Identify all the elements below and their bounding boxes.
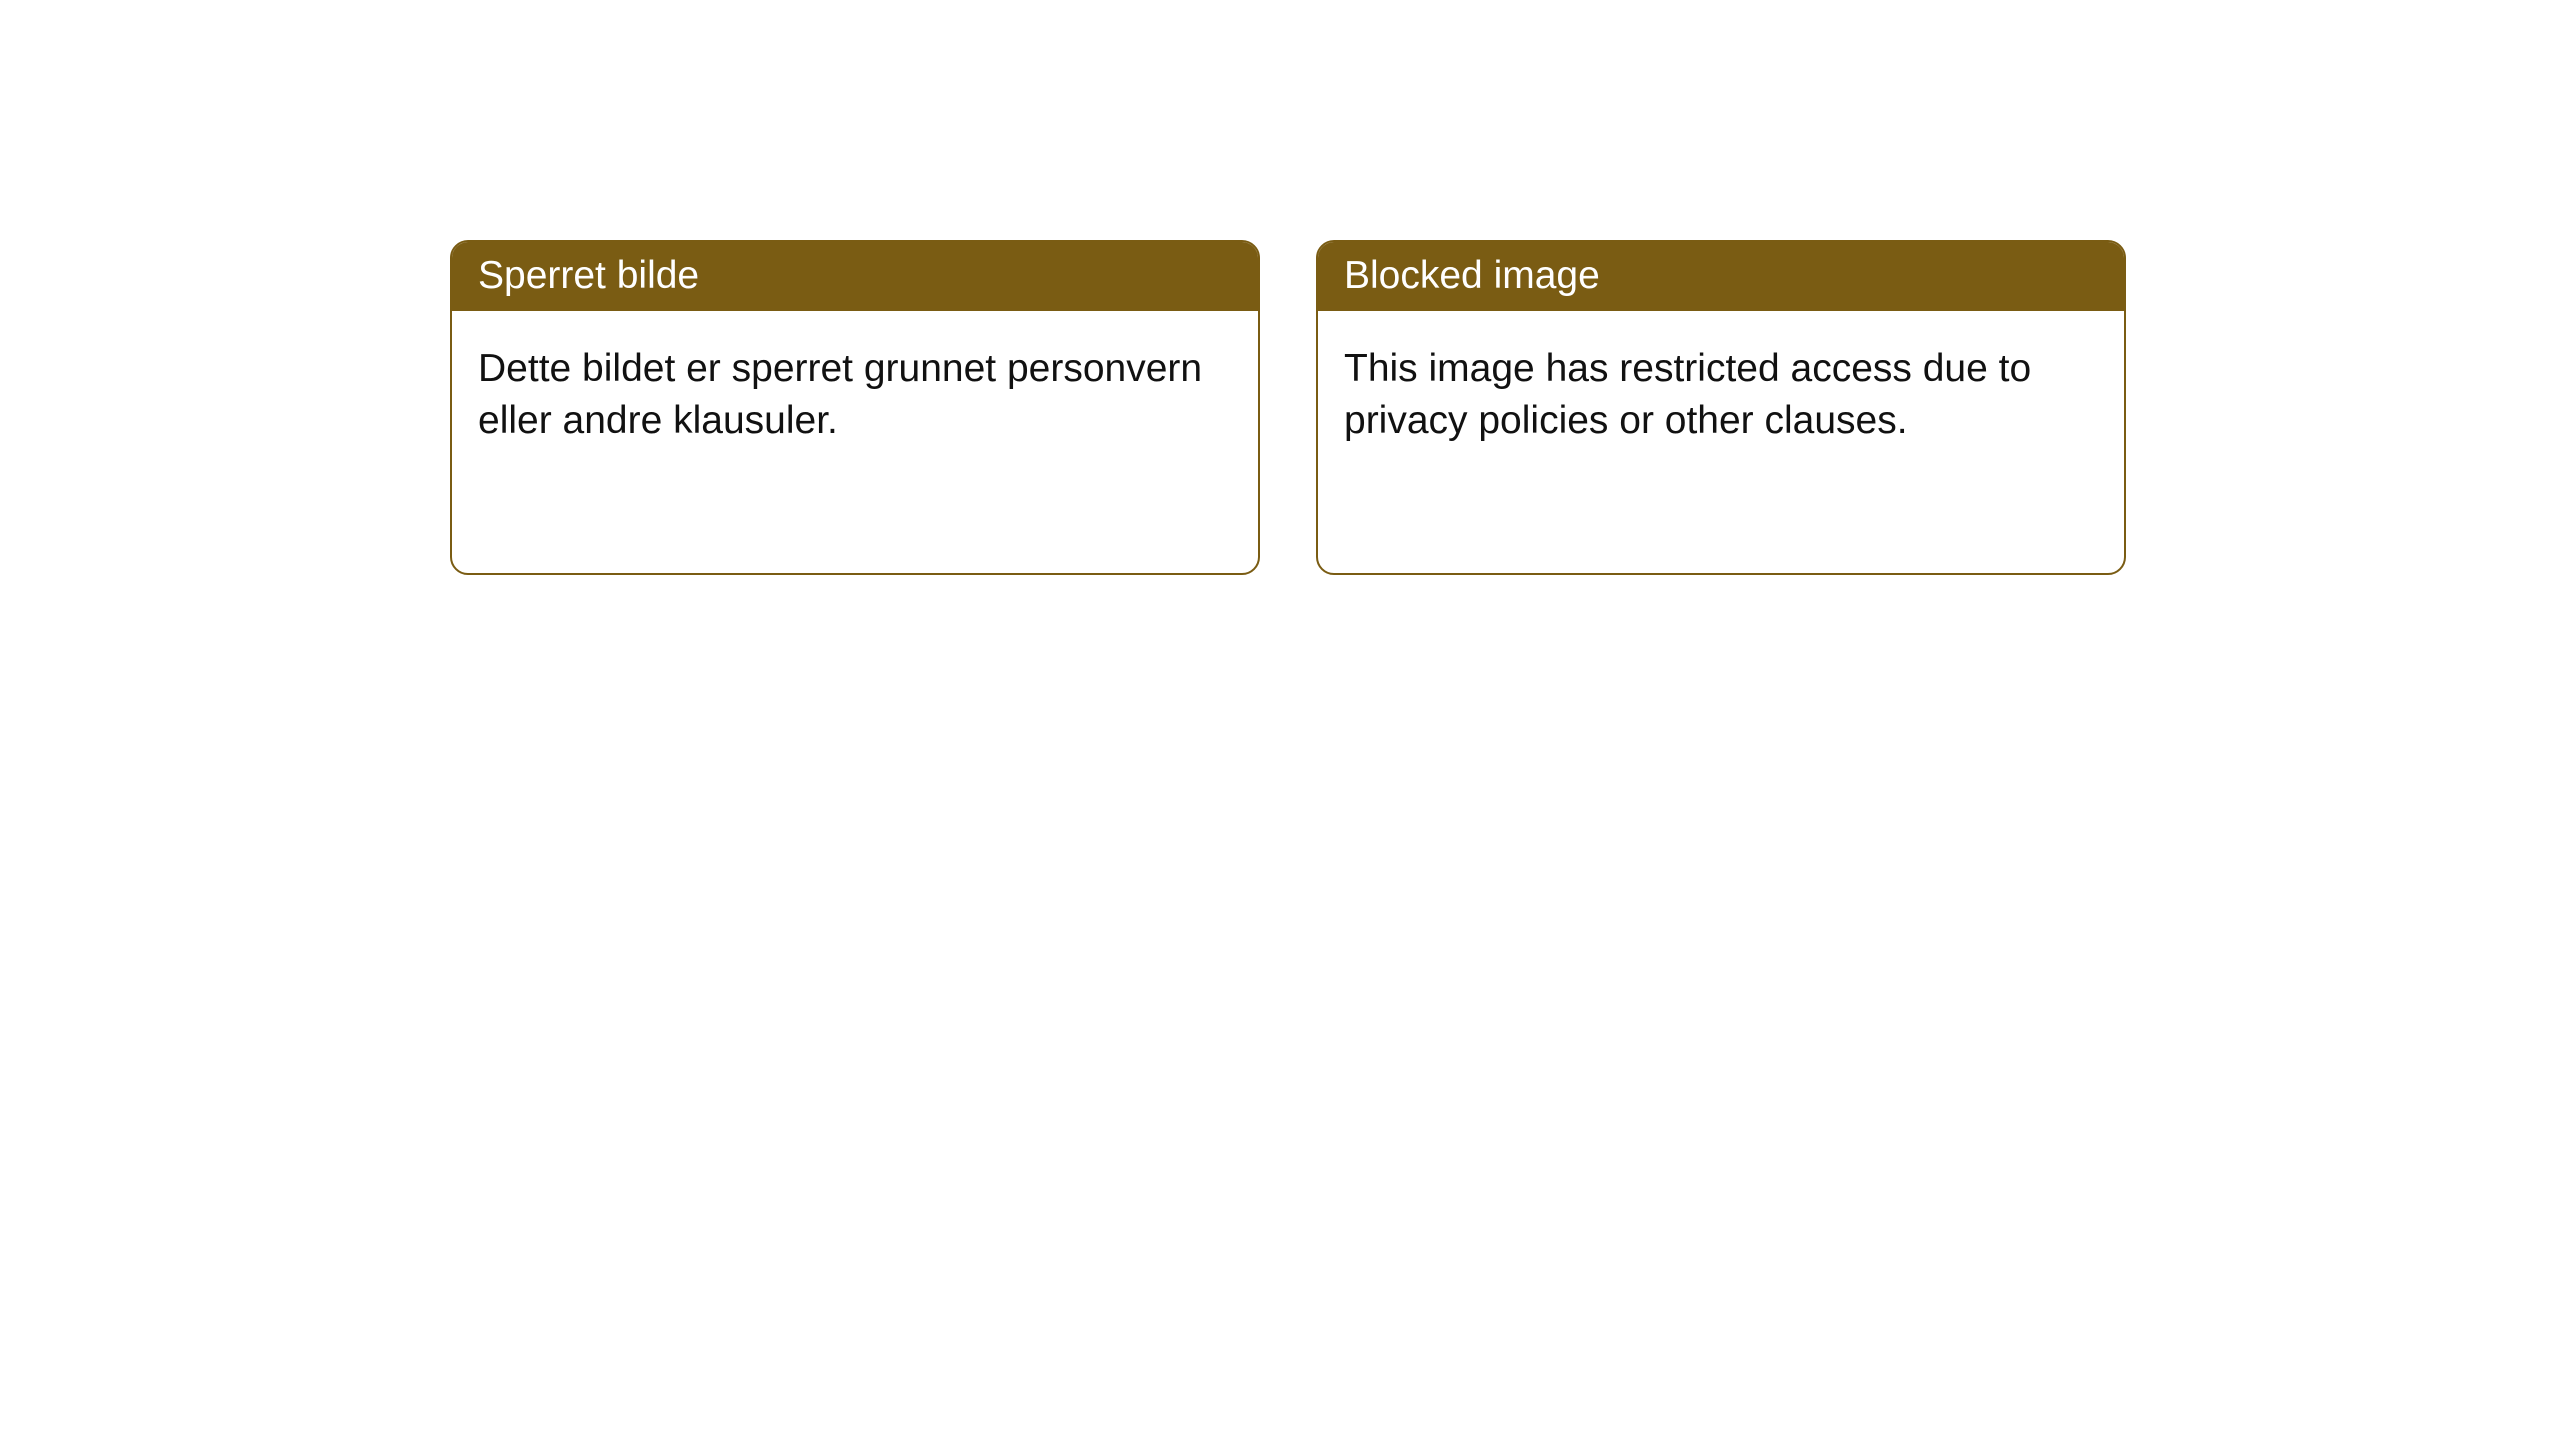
notice-card-body: This image has restricted access due to … — [1318, 311, 2124, 479]
notice-card-title: Sperret bilde — [452, 242, 1258, 311]
notice-card-title: Blocked image — [1318, 242, 2124, 311]
notice-container: Sperret bilde Dette bildet er sperret gr… — [0, 0, 2560, 575]
notice-card-body: Dette bildet er sperret grunnet personve… — [452, 311, 1258, 479]
notice-card-en: Blocked image This image has restricted … — [1316, 240, 2126, 575]
notice-card-no: Sperret bilde Dette bildet er sperret gr… — [450, 240, 1260, 575]
